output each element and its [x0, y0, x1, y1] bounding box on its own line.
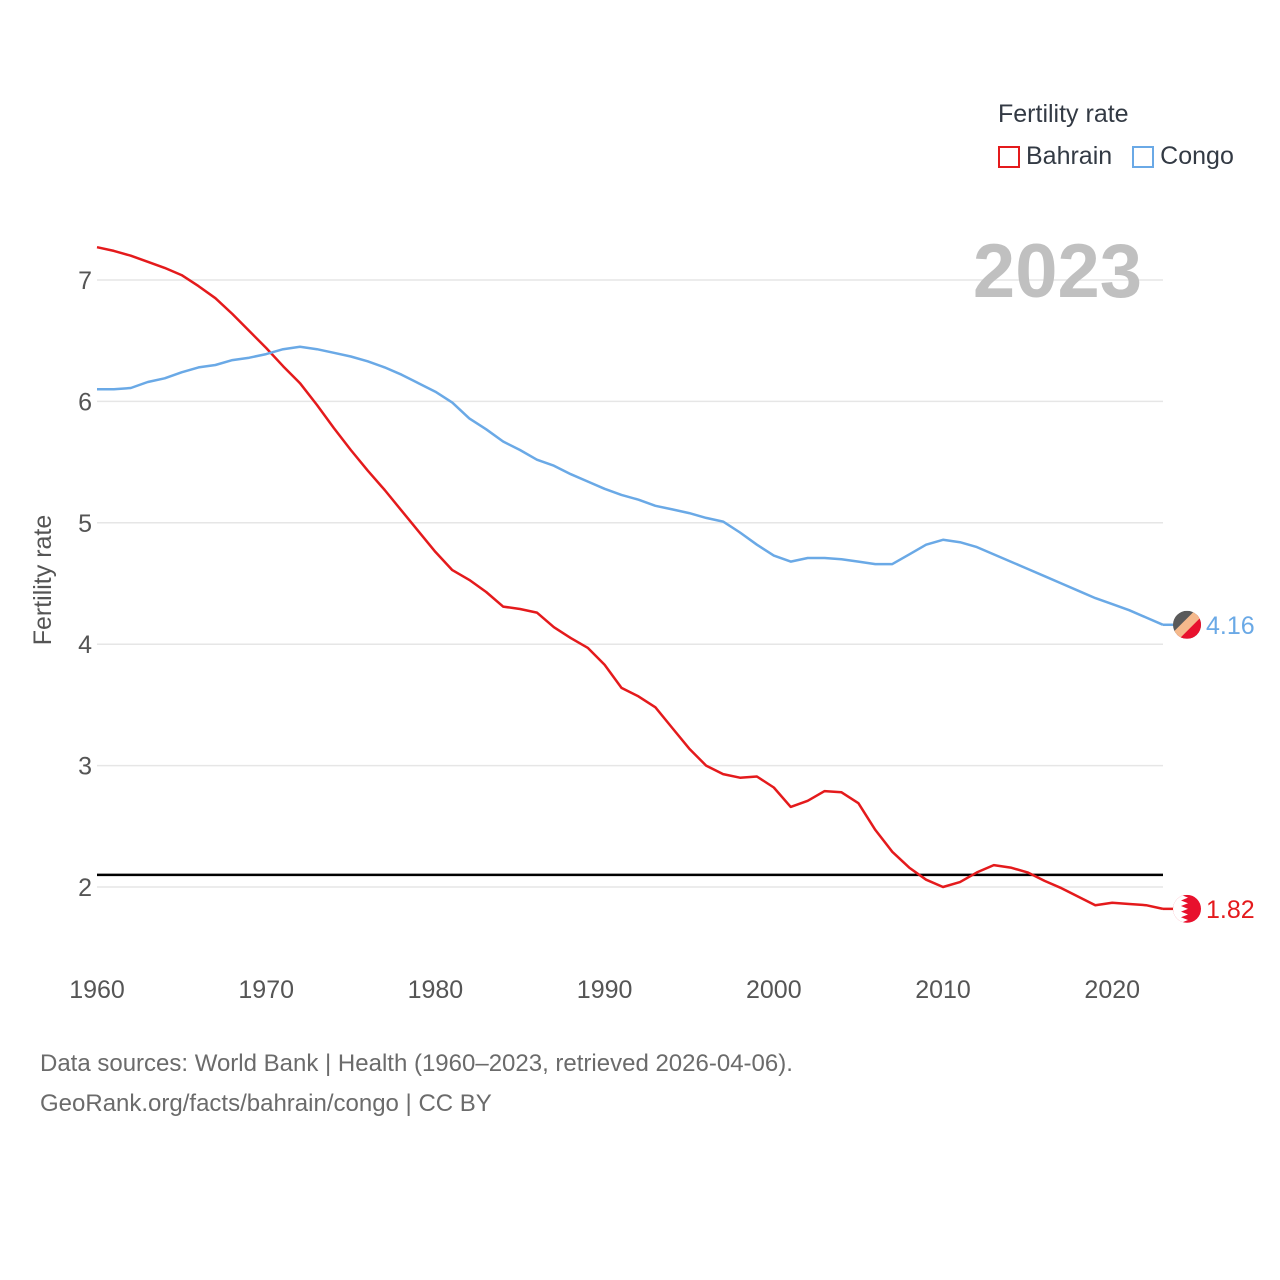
y-tick-label-6: 6	[78, 388, 92, 416]
end-label-bahrain: 1.82	[1206, 896, 1255, 924]
bahrain-flag-marker	[1173, 894, 1201, 923]
y-tick-label-2: 2	[78, 874, 92, 902]
y-tick-label-5: 5	[78, 510, 92, 538]
series-end-markers: 1.82 4.16	[1163, 610, 1255, 924]
series-lines	[96, 245, 1164, 911]
legend-title: Fertility rate	[998, 100, 1129, 128]
series-line-congo	[97, 345, 1164, 626]
year-watermark: 2023	[972, 229, 1142, 314]
legend-swatch-congo	[1132, 145, 1155, 168]
source-line-2[interactable]: GeoRank.org/facts/bahrain/congo | CC BY	[40, 1090, 492, 1117]
x-tick-label-1970: 1970	[238, 976, 294, 1004]
x-tick-label-1990: 1990	[577, 976, 633, 1004]
x-tick-label-1960: 1960	[69, 976, 125, 1004]
x-tick-label-2010: 2010	[915, 976, 971, 1004]
series-line-bahrain	[96, 245, 1164, 911]
legend-item-congo[interactable]: Congo	[1132, 142, 1234, 171]
y-axis-ticks: 2 3 4 5 6 7	[78, 267, 92, 902]
y-axis-label: Fertility rate	[29, 515, 57, 646]
x-axis-ticks: 1960 1970 1980 1990 2000 2010 2020	[69, 976, 1140, 1004]
gridlines	[97, 279, 1163, 888]
x-tick-label-2000: 2000	[746, 976, 802, 1004]
legend-label-congo: Congo	[1160, 142, 1234, 170]
source-note: Data sources: World Bank | Health (1960–…	[40, 1044, 793, 1124]
end-label-congo: 4.16	[1206, 612, 1255, 640]
y-tick-label-3: 3	[78, 753, 92, 781]
legend: Bahrain Congo	[998, 142, 1254, 171]
congo-flag-marker	[1173, 610, 1201, 639]
y-tick-label-7: 7	[78, 267, 92, 295]
x-tick-label-1980: 1980	[408, 976, 464, 1004]
y-tick-label-4: 4	[78, 631, 92, 659]
x-tick-label-2020: 2020	[1084, 976, 1140, 1004]
legend-label-bahrain: Bahrain	[1026, 142, 1113, 170]
source-line-1: Data sources: World Bank | Health (1960–…	[40, 1050, 793, 1077]
legend-item-bahrain[interactable]: Bahrain	[998, 142, 1112, 171]
legend-swatch-bahrain	[998, 145, 1020, 168]
